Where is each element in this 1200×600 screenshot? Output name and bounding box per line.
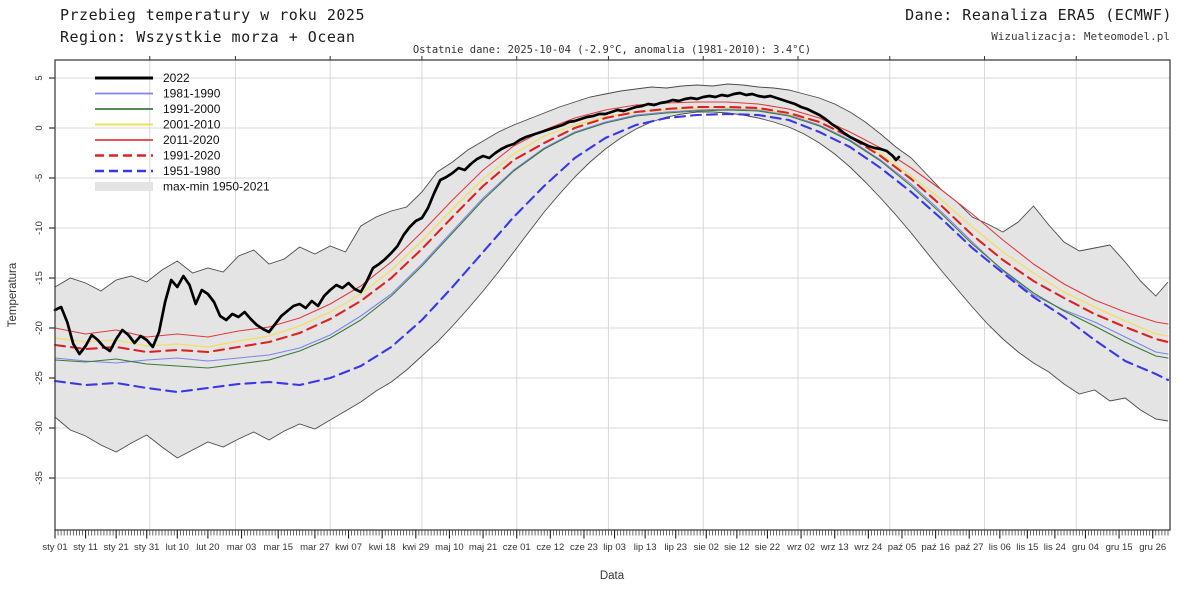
data-source-label: Dane: Reanaliza ERA5 (ECMWF)	[905, 6, 1172, 24]
y-tick-label: 5	[34, 75, 45, 80]
x-tick-label: maj 21	[469, 542, 498, 553]
x-tick-label: lis 24	[1044, 542, 1066, 553]
y-tick-label: -10	[34, 221, 45, 235]
legend-label: max-min 1950-2021	[163, 180, 270, 194]
plot-border	[54, 59, 1171, 531]
x-tick-label: paź 27	[955, 542, 984, 553]
chart-title: Przebieg temperatury w roku 2025	[60, 6, 365, 24]
y-tick-label: -30	[34, 421, 45, 435]
legend-item-2011-2020: 2011-2020	[95, 133, 220, 147]
legend-label: 1951-1980	[163, 164, 221, 178]
legend-item-1991-2000: 1991-2000	[95, 102, 221, 116]
y-tick-label: 0	[34, 125, 45, 130]
x-tick-label: sty 11	[73, 542, 98, 553]
legend-label: 1991-2020	[163, 149, 221, 163]
legend-item-1951-1980: 1951-1980	[95, 164, 221, 178]
x-tick-label: sie 12	[724, 542, 749, 553]
legend-item-2001-2010: 2001-2010	[95, 118, 221, 132]
x-tick-label: cze 23	[570, 542, 598, 553]
x-tick-label: kwi 07	[335, 542, 362, 553]
series-line-1951-1980	[53, 112, 1170, 394]
x-tick-label: sie 22	[755, 542, 780, 553]
legend-item-2022: 2022	[95, 71, 190, 85]
series-line-2022	[53, 91, 901, 356]
x-tick-label: wrz 24	[853, 542, 882, 553]
x-tick-label: paź 05	[888, 542, 917, 553]
chart-subtitle: Region: Wszystkie morza + Ocean	[60, 28, 356, 46]
x-tick-label: lip 23	[664, 542, 687, 553]
x-tick-label: lut 20	[196, 542, 219, 553]
x-tick-label: gru 04	[1072, 542, 1099, 553]
x-tick-label: sty 31	[134, 542, 159, 553]
y-tick-label: -25	[34, 371, 45, 385]
band-upper-edge	[54, 83, 1169, 297]
y-tick-label: -15	[34, 271, 45, 285]
x-tick-label: mar 03	[227, 542, 257, 553]
y-tick-label: -20	[34, 321, 45, 335]
x-tick-label: wrz 13	[820, 542, 849, 553]
x-tick-label: sie 02	[694, 542, 719, 553]
x-tick-label: mar 27	[300, 542, 330, 553]
x-tick-label: sty 21	[103, 542, 128, 553]
x-tick-label: cze 12	[536, 542, 564, 553]
x-axis-ticks: sty 01 sty 11 sty 21 sty 31 lut 10 lut 20 mar …	[42, 56, 1169, 553]
x-tick-label: kwi 29	[402, 542, 429, 553]
x-tick-label: gru 26	[1139, 542, 1166, 553]
legend-band-swatch	[95, 182, 153, 191]
legend-label: 1981-1990	[163, 87, 221, 101]
visualization-credit: Wizualizacja: Meteomodel.pl	[991, 30, 1170, 43]
series-line-1991-2020	[53, 105, 1170, 354]
x-tick-label: lis 06	[989, 542, 1011, 553]
series-line-1991-2000	[54, 109, 1169, 369]
last-data-annotation: Ostatnie dane: 2025-10-04 (-2.9°C, anoma…	[412, 44, 812, 56]
minmax-band	[54, 83, 1169, 459]
x-tick-label: paź 16	[921, 542, 950, 553]
legend-item-max-min-1950-2021: max-min 1950-2021	[95, 180, 270, 194]
x-tick-label: lip 03	[603, 542, 626, 553]
x-tick-label: kwi 18	[369, 542, 396, 553]
legend-label: 1991-2000	[163, 102, 221, 116]
legend-label: 2022	[163, 71, 190, 85]
series-line-2011-2020	[54, 101, 1169, 338]
x-tick-label: lip 13	[634, 542, 657, 553]
y-tick-label: -35	[34, 471, 45, 485]
y-tick-label: -5	[34, 174, 45, 182]
x-tick-label: mar 15	[263, 542, 293, 553]
legend-label: 2011-2020	[163, 133, 220, 147]
y-axis-title: Temperatura	[7, 262, 19, 328]
x-tick-label: lis 15	[1016, 542, 1038, 553]
y-axis-ticks: 5 0 -5 -10 -15 -20 -25 -30 -35	[34, 75, 55, 485]
x-axis-title: Data	[599, 570, 625, 582]
x-tick-label: cze 01	[503, 542, 531, 553]
x-tick-label: sty 01	[42, 542, 67, 553]
x-tick-label: gru 15	[1106, 542, 1133, 553]
x-tick-label: wrz 02	[786, 542, 815, 553]
legend-label: 2001-2010	[163, 118, 221, 132]
x-tick-label: maj 10	[435, 542, 464, 553]
band-lower-edge	[54, 111, 1169, 459]
legend-item-1991-2020: 1991-2020	[95, 149, 221, 163]
band-fill	[55, 84, 1168, 458]
x-tick-label: lut 10	[166, 542, 189, 553]
legend-item-1981-1990: 1981-1990	[95, 87, 221, 101]
